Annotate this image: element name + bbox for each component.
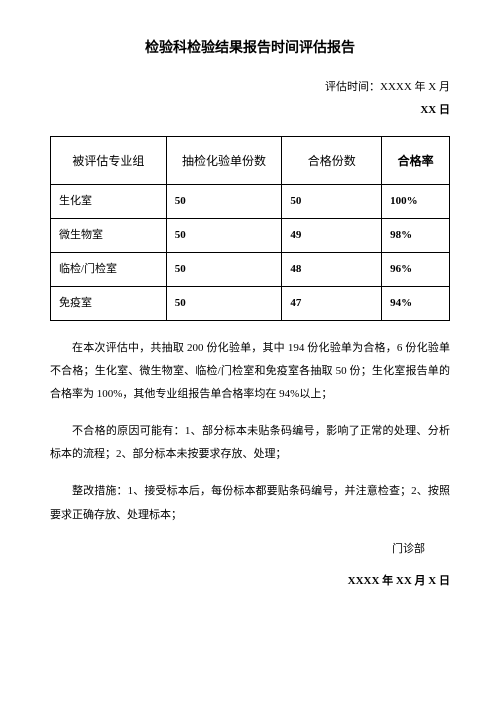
cell-pass: 50 (282, 185, 382, 219)
cell-group: 微生物室 (51, 219, 167, 253)
cell-rate: 100% (382, 185, 450, 219)
table-header-row: 被评估专业组 抽检化验单份数 合格份数 合格率 (51, 137, 450, 185)
table-row: 微生物室 50 49 98% (51, 219, 450, 253)
signature-dept: 门诊部 (50, 541, 450, 558)
table-row: 免疫室 50 47 94% (51, 287, 450, 321)
cell-sample: 50 (166, 219, 282, 253)
table-row: 生化室 50 50 100% (51, 185, 450, 219)
cell-pass: 47 (282, 287, 382, 321)
cell-rate: 98% (382, 219, 450, 253)
header-sample-count: 抽检化验单份数 (166, 137, 282, 185)
cell-sample: 50 (166, 253, 282, 287)
header-group: 被评估专业组 (51, 137, 167, 185)
document-title: 检验科检验结果报告时间评估报告 (50, 38, 450, 59)
table-row: 临检/门检室 50 48 96% (51, 253, 450, 287)
evaluation-time: 评估时间：XXXX 年 X 月 (50, 79, 450, 96)
cell-pass: 49 (282, 219, 382, 253)
cell-group: 临检/门检室 (51, 253, 167, 287)
cell-sample: 50 (166, 287, 282, 321)
header-pass-rate: 合格率 (382, 137, 450, 185)
cell-pass: 48 (282, 253, 382, 287)
cell-rate: 94% (382, 287, 450, 321)
cell-sample: 50 (166, 185, 282, 219)
cell-rate: 96% (382, 253, 450, 287)
signature-date: XXXX 年 XX 月 X 日 (50, 573, 450, 590)
evaluation-table: 被评估专业组 抽检化验单份数 合格份数 合格率 生化室 50 50 100% 微… (50, 136, 450, 321)
evaluation-day: XX 日 (50, 102, 450, 119)
cell-group: 免疫室 (51, 287, 167, 321)
cell-group: 生化室 (51, 185, 167, 219)
summary-paragraph: 在本次评估中，共抽取 200 份化验单，其中 194 份化验单为合格，6 份化验… (50, 337, 450, 406)
header-pass-count: 合格份数 (282, 137, 382, 185)
actions-paragraph: 整改措施：1、接受标本后，每份标本都要贴条码编号，并注意检查；2、按照要求正确存… (50, 480, 450, 526)
reasons-paragraph: 不合格的原因可能有：1、部分标本未贴条码编号，影响了正常的处理、分析标本的流程；… (50, 420, 450, 466)
